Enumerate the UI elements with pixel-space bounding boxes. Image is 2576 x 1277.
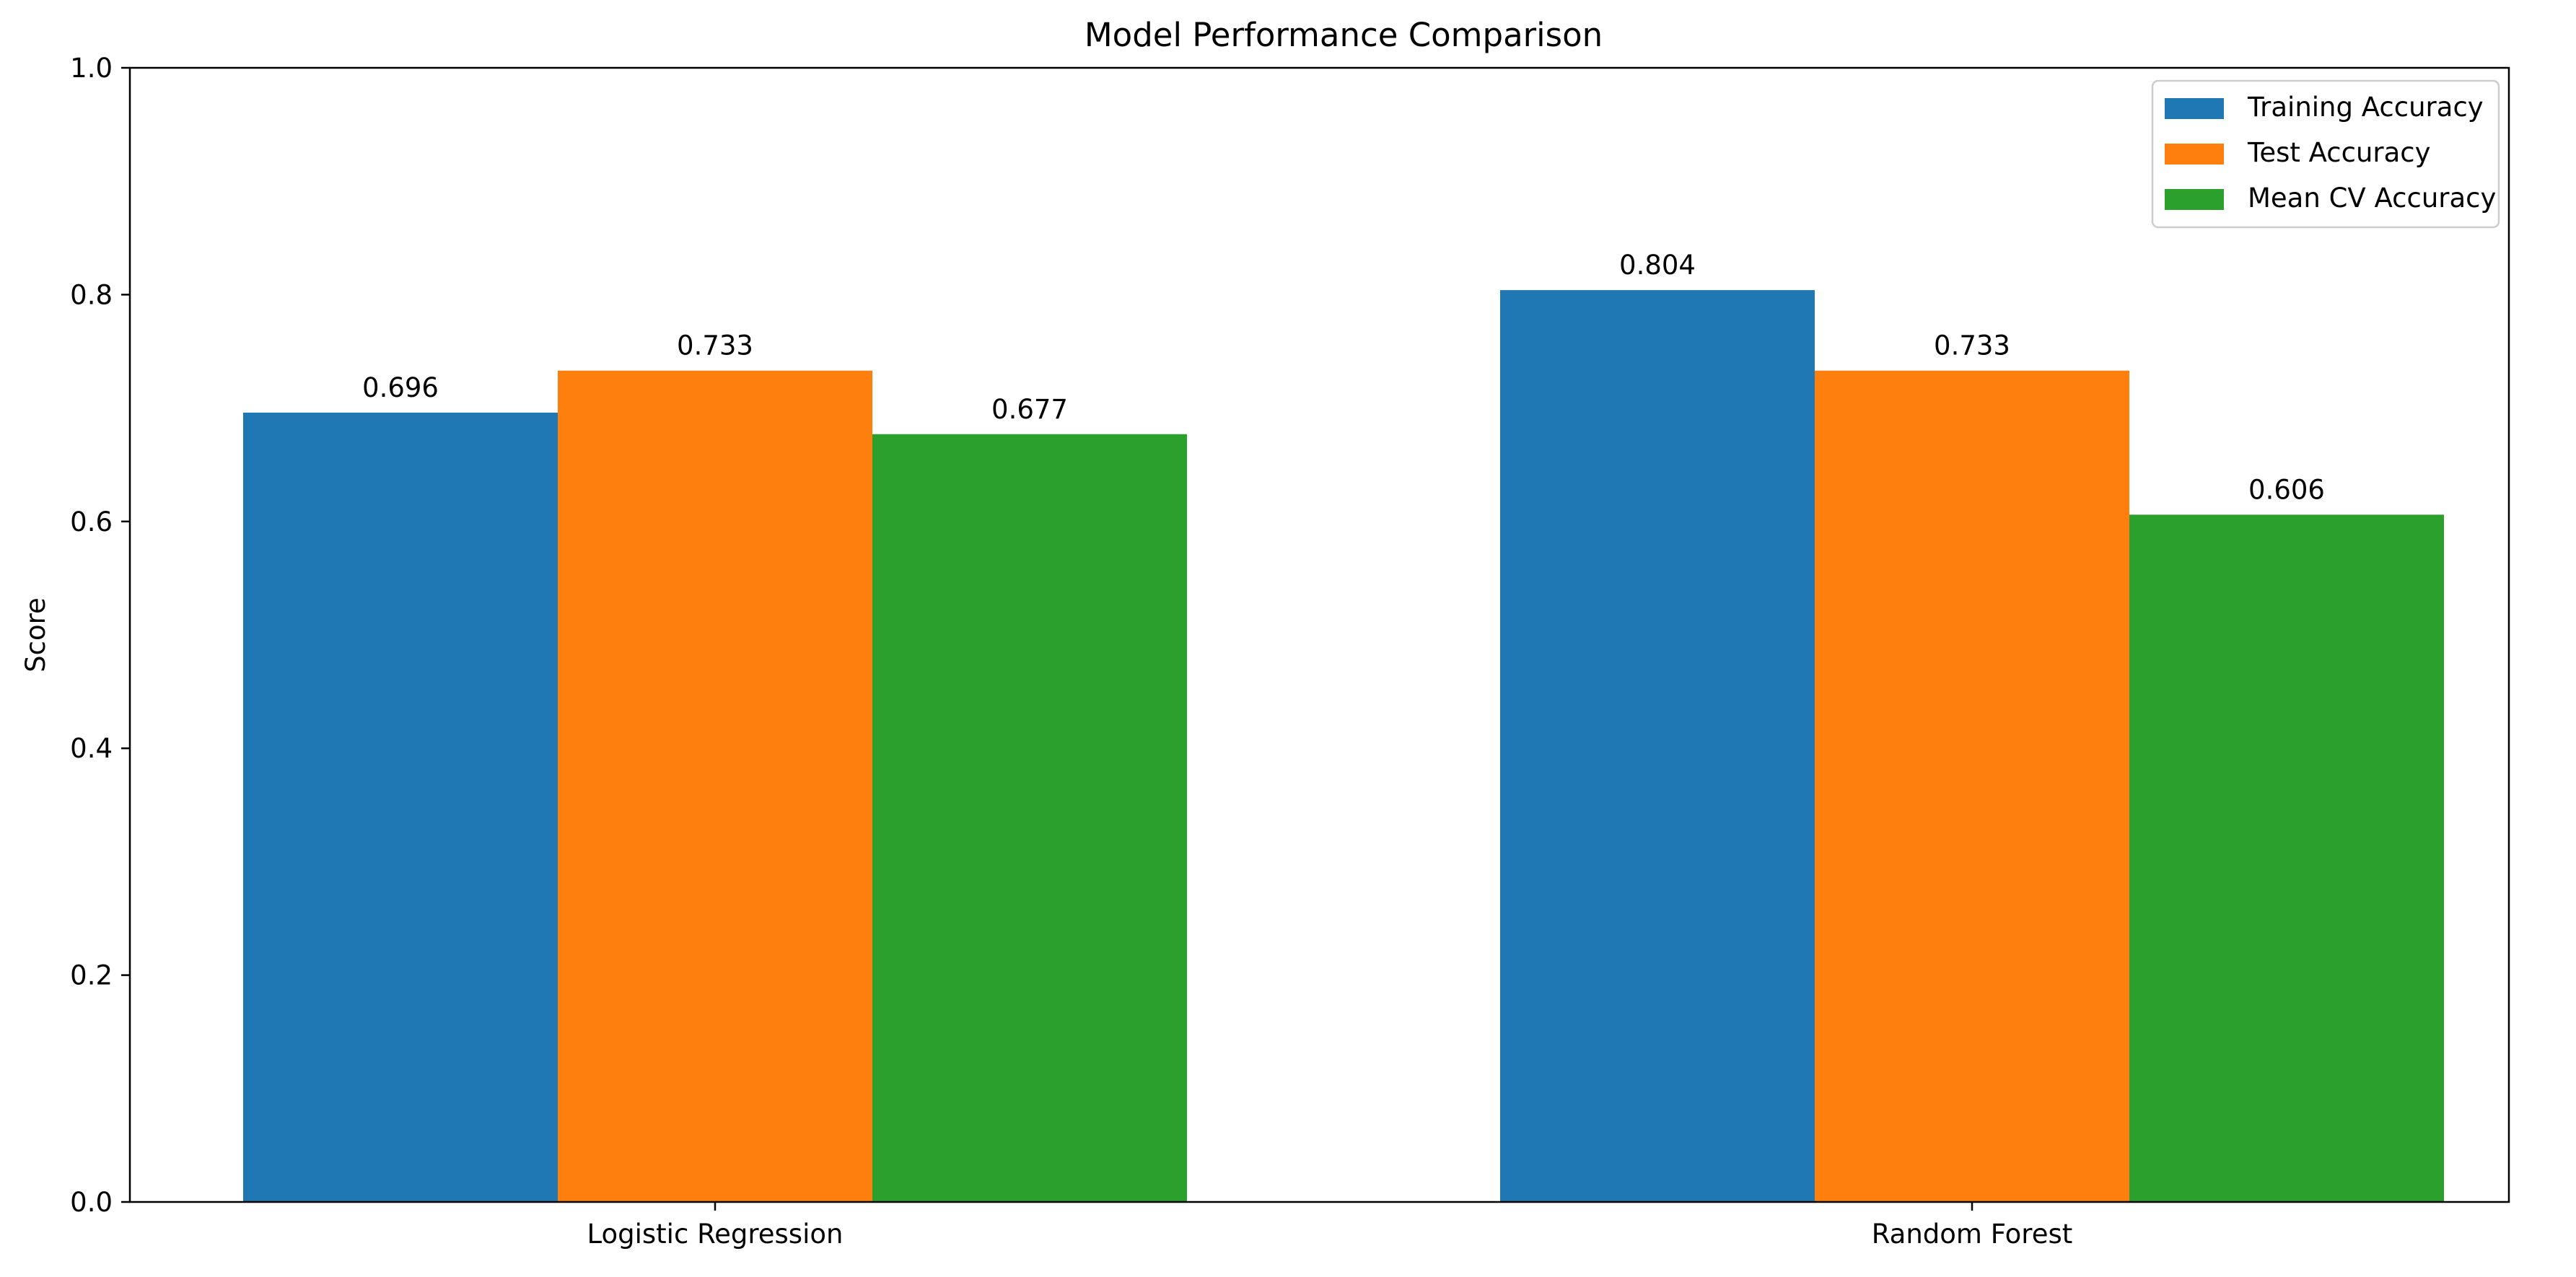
legend-swatch-mean-cv-accuracy <box>2165 189 2224 210</box>
legend-label-mean-cv-accuracy: Mean CV Accuracy <box>2248 183 2496 214</box>
chart-title: Model Performance Comparison <box>1085 16 1603 54</box>
y-tick-label: 1.0 <box>70 53 113 84</box>
legend: Training Accuracy Test Accuracy Mean CV Ac… <box>2151 79 2500 229</box>
y-tick-label: 0.0 <box>70 1187 113 1218</box>
y-tick-label: 0.4 <box>70 733 113 764</box>
legend-label-training-accuracy: Training Accuracy <box>2247 92 2484 123</box>
legend-frame <box>2151 79 2500 229</box>
legend-swatch-training-accuracy <box>2165 98 2224 119</box>
y-tick-label: 0.2 <box>70 960 113 991</box>
bars-layer <box>243 290 2444 1203</box>
bar-mean-cv-accuracy-random-forest <box>2129 514 2444 1202</box>
plot-area-frame <box>128 66 2510 1203</box>
bar-mean-cv-accuracy-logistic-regression <box>872 434 1187 1202</box>
bar-training-accuracy-random-forest <box>1500 290 1815 1202</box>
legend-label-test-accuracy: Test Accuracy <box>2247 137 2431 168</box>
bar-value-label: 0.733 <box>677 330 753 361</box>
bar-value-label: 0.804 <box>1619 250 1696 281</box>
bar-training-accuracy-logistic-regression <box>243 412 558 1203</box>
bar-value-label: 0.606 <box>2248 474 2325 505</box>
legend-items: Training Accuracy Test Accuracy Mean CV Ac… <box>2165 92 2496 214</box>
y-tick-label: 0.8 <box>70 279 113 310</box>
x-tick-label-random-forest: Random Forest <box>1872 1219 2073 1250</box>
bar-value-label: 0.696 <box>362 372 439 403</box>
y-axis-label: Score <box>20 597 51 672</box>
bar-value-label: 0.733 <box>1934 330 2010 361</box>
x-axis: Logistic Regression Random Forest <box>587 1202 2073 1250</box>
y-axis: 0.0 0.2 0.4 0.6 0.8 1.0 <box>70 53 130 1218</box>
y-tick-label: 0.6 <box>70 506 113 537</box>
bar-test-accuracy-logistic-regression <box>558 370 872 1202</box>
bar-value-label: 0.677 <box>991 394 1068 425</box>
legend-swatch-test-accuracy <box>2165 144 2224 164</box>
x-tick-label-logistic-regression: Logistic Regression <box>587 1219 844 1250</box>
bar-test-accuracy-random-forest <box>1815 370 2129 1202</box>
bar-labels-layer: 0.696 0.733 0.677 0.804 0.733 0.606 <box>362 250 2325 505</box>
